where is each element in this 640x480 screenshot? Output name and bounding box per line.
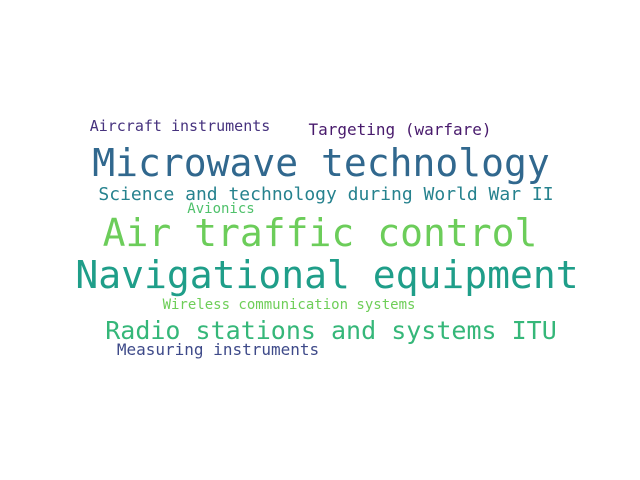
word-radio-stations-itu: Radio stations and systems ITU bbox=[105, 316, 557, 345]
word-measuring-instruments: Measuring instruments bbox=[116, 340, 320, 359]
word-targeting-warfare: Targeting (warfare) bbox=[308, 120, 492, 139]
word-microwave-technology: Microwave technology bbox=[92, 141, 550, 185]
word-science-technology-wwii: Science and technology during World War … bbox=[98, 184, 554, 205]
word-navigational-equipment: Navigational equipment bbox=[75, 253, 579, 297]
word-avionics: Avionics bbox=[187, 201, 255, 217]
word-aircraft-instruments: Aircraft instruments bbox=[89, 117, 271, 135]
word-wireless-communication-systems: Wireless communication systems bbox=[162, 297, 416, 313]
word-air-traffic-control: Air traffic control bbox=[102, 211, 538, 255]
